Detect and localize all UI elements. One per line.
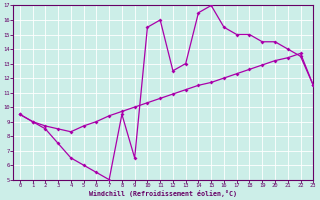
X-axis label: Windchill (Refroidissement éolien,°C): Windchill (Refroidissement éolien,°C)	[89, 190, 237, 197]
